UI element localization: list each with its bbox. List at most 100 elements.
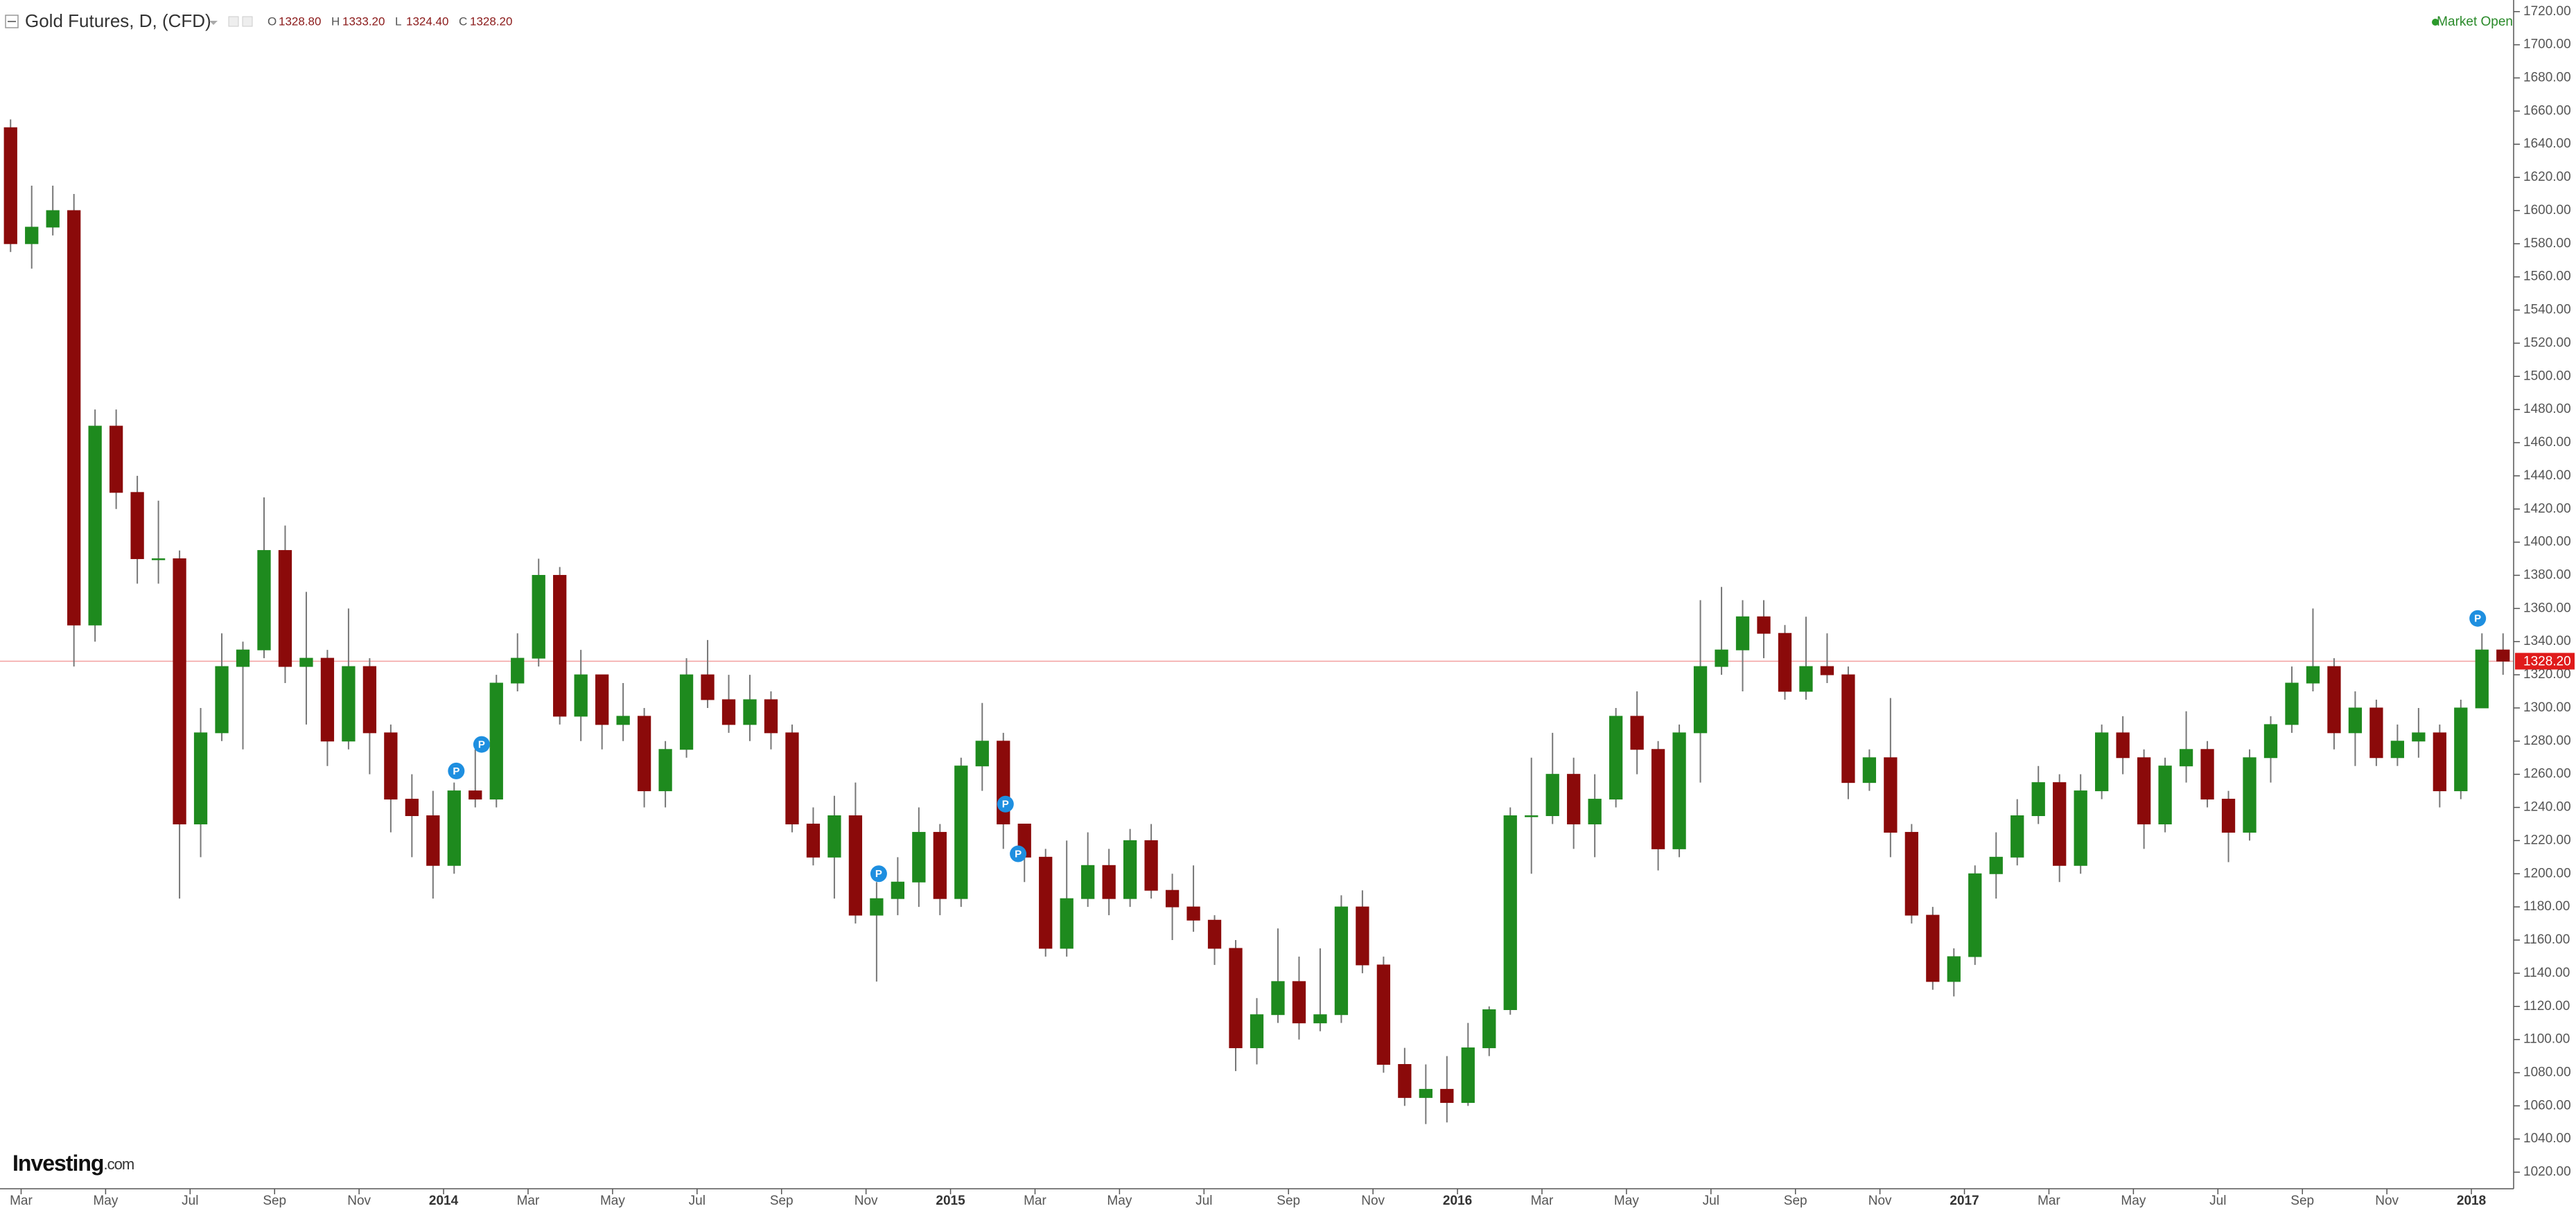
candle-body	[595, 674, 609, 725]
plot-area: P P P P P P	[0, 119, 2514, 1124]
ohlc-header: O 1328.80 H 1333.20 L 1324.40 C 1328.20	[268, 15, 512, 28]
candle-body	[1144, 840, 1158, 891]
candle-body	[870, 898, 884, 916]
x-tick-label: Nov	[347, 1194, 371, 1208]
candle-body	[1292, 981, 1306, 1024]
candle-body	[2348, 707, 2363, 734]
y-tick-label: 1520.00	[2523, 335, 2571, 350]
candle-body	[2095, 732, 2109, 792]
x-tick-label: 2014	[429, 1194, 459, 1208]
logo[interactable]: Investing.com	[12, 1151, 134, 1176]
y-tick-label: 1100.00	[2523, 1032, 2570, 1047]
candle-body	[2158, 765, 2172, 824]
x-tick-label: May	[1614, 1194, 1639, 1208]
x-tick-label: May	[93, 1194, 118, 1208]
ohlc-value: 1328.80	[279, 15, 321, 28]
candle-body	[1630, 716, 1644, 750]
candle-body	[1060, 898, 1074, 949]
y-tick-label: 1340.00	[2523, 634, 2571, 648]
candle-body	[1207, 919, 1222, 949]
pivot-marker[interactable]	[448, 762, 465, 779]
y-tick-label: 1620.00	[2523, 170, 2571, 184]
candle-body	[2200, 749, 2214, 800]
y-tick-label: 1020.00	[2523, 1165, 2571, 1179]
candle-body	[1884, 757, 1898, 833]
x-tick-label: 2016	[1443, 1194, 1472, 1208]
y-tick-label: 1560.00	[2523, 269, 2571, 284]
x-tick-label: Nov	[1361, 1194, 1385, 1208]
candle-body	[1525, 815, 1539, 817]
candle-body	[130, 492, 144, 560]
status-dot	[2432, 19, 2439, 26]
title-dropdown[interactable]	[209, 21, 218, 25]
candle-body	[1799, 666, 1813, 692]
header-icon[interactable]	[228, 16, 239, 27]
candle-body	[827, 815, 841, 858]
candle-body	[616, 716, 630, 725]
candle-body	[721, 699, 736, 725]
x-tick-label: Nov	[1868, 1194, 1892, 1208]
candle-body	[975, 741, 989, 767]
pivot-marker-label: P	[478, 739, 485, 751]
ohlc-key: O	[268, 15, 277, 28]
last-price-badge	[2515, 653, 2575, 670]
candle-body	[2031, 782, 2045, 817]
collapse-button[interactable]	[5, 15, 19, 28]
candle-body	[1102, 865, 1116, 899]
candle-body	[1250, 1014, 1264, 1049]
candle-body	[679, 674, 694, 750]
candle-body	[109, 425, 123, 493]
candle-body	[1989, 856, 2003, 874]
candle-body	[1609, 716, 1623, 800]
header-icon[interactable]	[242, 16, 253, 27]
candle-body	[743, 699, 757, 725]
candle-body	[954, 765, 968, 899]
candle-body	[1735, 616, 1750, 650]
pivot-marker[interactable]	[870, 865, 887, 883]
ohlc-key: C	[459, 15, 467, 28]
candle-body	[489, 682, 503, 800]
candle-body	[1123, 840, 1137, 899]
y-tick-label: 1220.00	[2523, 833, 2571, 847]
candle-body	[1334, 906, 1349, 1016]
pivot-marker-label: P	[453, 765, 459, 777]
pivot-marker[interactable]	[1010, 845, 1027, 862]
pivot-marker[interactable]	[473, 736, 490, 753]
candle-body	[46, 210, 60, 228]
logo-suffix: .com	[103, 1156, 134, 1173]
chart-title[interactable]: Gold Futures, D, (CFD)	[25, 10, 211, 31]
pivot-marker[interactable]	[2469, 610, 2487, 627]
candle-body	[848, 815, 863, 916]
y-tick-label: 1640.00	[2523, 136, 2571, 151]
y-tick-label: 1720.00	[2523, 4, 2571, 19]
ohlc-key: H	[331, 15, 340, 28]
candle-body	[2243, 757, 2257, 833]
y-tick-label: 1420.00	[2523, 502, 2571, 516]
candle-body	[1313, 1014, 1327, 1024]
x-tick-label: Sep	[263, 1194, 286, 1208]
candle-body	[1461, 1047, 1475, 1104]
x-tick-label: May	[1107, 1194, 1132, 1208]
candle-body	[193, 732, 208, 824]
candle-body	[532, 574, 545, 659]
candle-body	[1081, 865, 1095, 899]
candle-body	[3, 127, 17, 245]
candle-body	[1376, 964, 1391, 1065]
candle-body	[2306, 666, 2320, 684]
y-tick-label: 1540.00	[2523, 303, 2571, 317]
candle-body	[2327, 666, 2341, 734]
candle-body	[88, 425, 102, 626]
candle-body	[1482, 1009, 1496, 1049]
candle-body	[173, 558, 186, 824]
candle-body	[1968, 873, 1982, 957]
candle-body	[1651, 749, 1665, 849]
x-tick-label: May	[2121, 1194, 2146, 1208]
candle-body	[447, 790, 461, 866]
y-tick-label: 1140.00	[2523, 966, 2570, 980]
y-tick-label: 1060.00	[2523, 1098, 2571, 1113]
candle-body	[637, 716, 651, 792]
candle-body	[1757, 616, 1771, 634]
pivot-marker[interactable]	[997, 795, 1014, 813]
y-tick-label: 1240.00	[2523, 800, 2571, 815]
candle-body	[2010, 815, 2024, 858]
